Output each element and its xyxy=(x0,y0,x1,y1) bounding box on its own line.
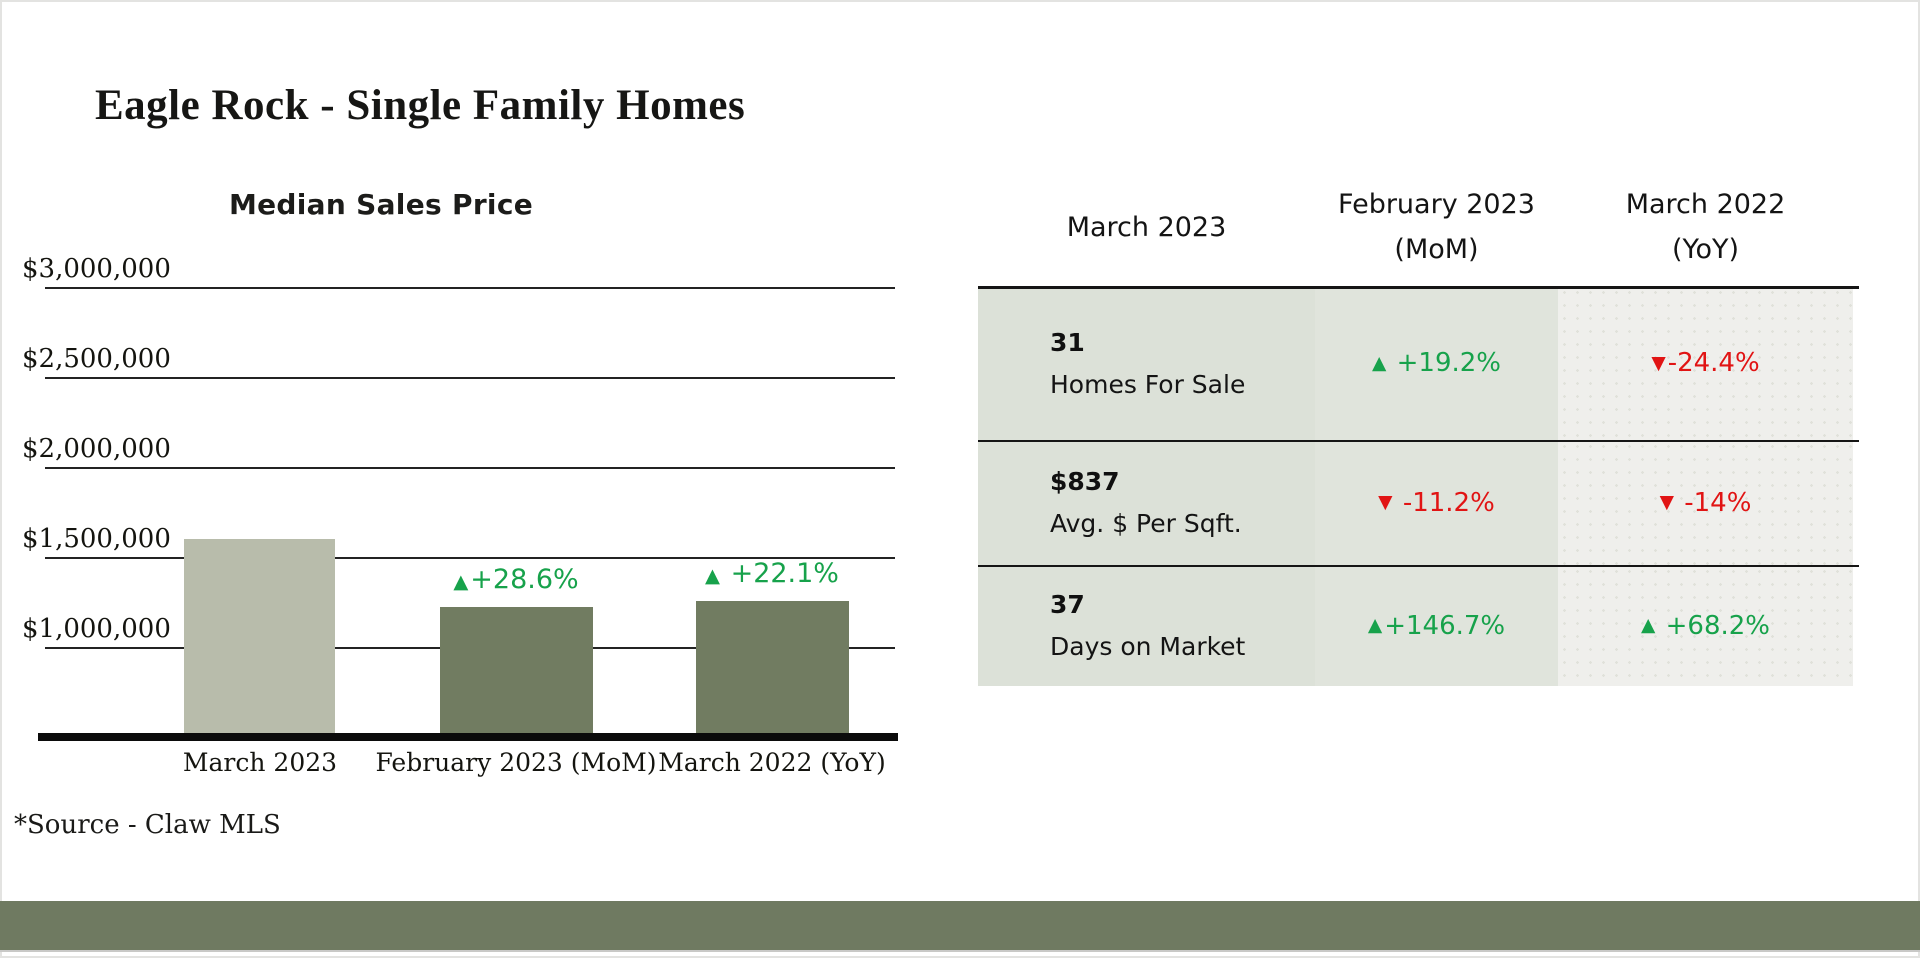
days-on-market-mom-change: ▲ +146.7% xyxy=(1315,565,1558,686)
gridline xyxy=(45,377,895,379)
stat-label: Avg. $ Per Sqft. xyxy=(1050,509,1242,538)
stat-label: Homes For Sale xyxy=(1050,369,1246,399)
bar-change-label-yoy: ▲ +22.1% xyxy=(622,558,922,589)
x-category-february-2023: February 2023 (MoM) xyxy=(375,748,657,777)
up-arrow-icon: ▲ xyxy=(1371,352,1387,374)
stat-value: 31 xyxy=(1050,327,1085,357)
up-arrow-icon: ▲ xyxy=(705,563,720,587)
median-sales-price-chart: Median Sales Price $3,000,000 $2,500,000 $… xyxy=(0,150,960,850)
y-axis-tick-label: $3,000,000 xyxy=(22,254,171,284)
row-homes-for-sale: 31 Homes For Sale xyxy=(978,286,1315,440)
bar-february-2023 xyxy=(440,607,593,737)
table-header-march-2022-yoy: March 2022 (YoY) xyxy=(1558,170,1853,286)
down-arrow-icon: ▼ xyxy=(1378,492,1393,513)
gridline xyxy=(45,467,895,469)
stat-label: Days on Market xyxy=(1050,632,1246,661)
avg-per-sqft-yoy-change: ▼ -14% xyxy=(1558,440,1853,565)
gridline xyxy=(45,557,895,559)
x-axis-line xyxy=(38,733,898,741)
down-arrow-icon: ▼ xyxy=(1659,492,1674,513)
up-arrow-icon: ▲ xyxy=(1367,615,1383,636)
homes-for-sale-mom-change: ▲ +19.2% xyxy=(1315,286,1558,440)
chart-title: Median Sales Price xyxy=(228,188,534,221)
header-line: February 2023 xyxy=(1338,189,1535,221)
footer-band xyxy=(0,901,1920,952)
y-axis-tick-label: $2,000,000 xyxy=(22,434,171,464)
header-line: March 2023 xyxy=(1066,211,1227,243)
table-row-divider xyxy=(978,440,1859,442)
up-arrow-icon: ▲ xyxy=(453,570,469,594)
table-row-divider xyxy=(978,565,1859,567)
table-header-march-2023: March 2023 xyxy=(978,170,1315,286)
stats-table: March 2023 February 2023 (MoM) March 202… xyxy=(978,170,1859,686)
x-category-march-2022: March 2022 (YoY) xyxy=(658,748,886,777)
change-value: -11.2% xyxy=(1394,487,1495,518)
change-value: +22.1% xyxy=(721,557,839,589)
up-arrow-icon: ▲ xyxy=(1640,615,1656,636)
bar-march-2022 xyxy=(696,600,849,737)
row-avg-per-sqft: $837 Avg. $ Per Sqft. xyxy=(978,440,1315,565)
down-arrow-icon: ▼ xyxy=(1651,352,1666,374)
bar-march-2023 xyxy=(184,539,335,737)
table-header-rule xyxy=(978,286,1859,289)
row-days-on-market: 37 Days on Market xyxy=(978,565,1315,686)
stat-value: $837 xyxy=(1050,467,1120,496)
change-value: -14% xyxy=(1675,487,1752,518)
change-value: +68.2% xyxy=(1657,610,1771,641)
bar-change-label-mom: ▲+28.6% xyxy=(366,564,666,595)
y-axis-tick-label: $1,000,000 xyxy=(22,614,171,644)
homes-for-sale-yoy-change: ▼ -24.4% xyxy=(1558,286,1853,440)
header-line: (MoM) xyxy=(1394,234,1479,265)
stat-value: 37 xyxy=(1050,590,1085,619)
header-line: March 2022 xyxy=(1625,189,1786,221)
change-value: +19.2% xyxy=(1388,348,1502,378)
avg-per-sqft-mom-change: ▼ -11.2% xyxy=(1315,440,1558,565)
gridline xyxy=(45,287,895,289)
change-value: +146.7% xyxy=(1384,610,1506,641)
header-line: (YoY) xyxy=(1672,234,1739,265)
y-axis-tick-label: $2,500,000 xyxy=(22,344,171,374)
change-value: +28.6% xyxy=(470,564,579,596)
x-category-march-2023: March 2023 xyxy=(182,748,338,777)
days-on-market-yoy-change: ▲ +68.2% xyxy=(1558,565,1853,686)
page-title: Eagle Rock - Single Family Homes xyxy=(95,81,746,129)
y-axis-tick-label: $1,500,000 xyxy=(22,524,171,554)
source-note: *Source - Claw MLS xyxy=(14,810,281,840)
change-value: -24.4% xyxy=(1667,348,1760,378)
table-header-february-2023-mom: February 2023 (MoM) xyxy=(1315,170,1558,286)
